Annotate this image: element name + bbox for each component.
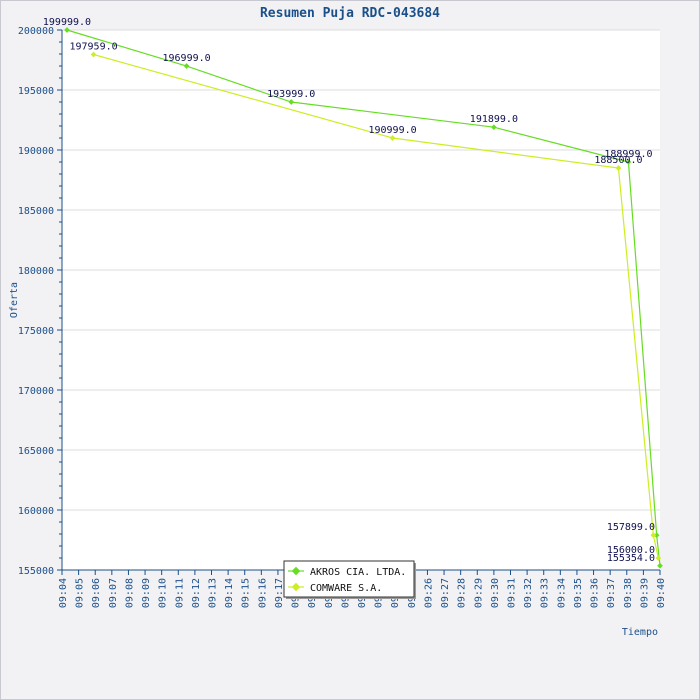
x-tick-label: 09:14 (224, 578, 235, 608)
x-tick-label: 09:06 (91, 578, 102, 608)
y-tick-label: 155000 (18, 566, 54, 577)
x-axis-label: Tiempo (622, 627, 658, 638)
data-label: 188500.0 (594, 155, 642, 166)
data-label: 199999.0 (43, 17, 91, 28)
data-label: 193999.0 (267, 89, 315, 100)
x-tick-label: 09:39 (639, 578, 650, 608)
x-tick-label: 09:05 (75, 578, 86, 608)
y-tick-label: 200000 (18, 26, 54, 37)
y-tick-label: 190000 (18, 146, 54, 157)
x-tick-label: 09:15 (241, 578, 252, 608)
data-label: 197959.0 (69, 41, 117, 52)
x-tick-label: 09:04 (58, 578, 69, 608)
y-tick-label: 180000 (18, 266, 54, 277)
legend: AKROS CIA. LTDA. COMWARE S.A. (283, 560, 416, 599)
data-point (183, 63, 190, 69)
data-label: 196999.0 (162, 53, 210, 64)
y-tick-label: 175000 (18, 326, 54, 337)
x-tick-label: 09:11 (174, 578, 185, 608)
x-tick-label: 09:12 (191, 578, 202, 608)
data-point (389, 135, 396, 141)
x-tick-label: 09:28 (457, 578, 468, 608)
data-label: 156000.0 (607, 545, 655, 556)
y-tick-label: 165000 (18, 446, 54, 457)
data-point (64, 27, 70, 33)
y-tick-label: 160000 (18, 506, 54, 517)
x-tick-label: 09:16 (257, 578, 268, 608)
x-tick-label: 09:34 (556, 578, 567, 608)
x-tick-label: 09:31 (507, 578, 518, 608)
legend-swatch-marker (291, 566, 301, 576)
x-tick-label: 09:32 (523, 578, 534, 608)
x-tick-label: 09:07 (108, 578, 119, 608)
data-label: 191899.0 (470, 114, 518, 125)
data-point (491, 124, 497, 131)
legend-entry: AKROS CIA. LTDA. (310, 567, 406, 578)
x-tick-label: 09:33 (540, 578, 551, 608)
x-tick-label: 09:36 (590, 578, 601, 608)
data-point (653, 532, 660, 539)
x-tick-label: 09:37 (606, 578, 617, 608)
x-tick-label: 09:27 (440, 578, 451, 608)
x-tick-label: 09:08 (124, 578, 135, 608)
x-tick-label: 09:09 (141, 578, 152, 608)
x-tick-label: 09:30 (490, 578, 501, 608)
data-label: 155354.0 (607, 553, 655, 564)
plot-area (62, 30, 660, 570)
data-label: 157899.0 (607, 522, 655, 533)
chart-title: Resumen Puja RDC-043684 (260, 6, 440, 21)
data-point (650, 532, 657, 539)
x-tick-label: 09:26 (423, 578, 434, 608)
data-point (615, 165, 622, 171)
y-tick-label: 185000 (18, 206, 54, 217)
data-point (625, 159, 632, 165)
y-axis-label: Oferta (9, 282, 20, 318)
legend-entry: COMWARE S.A. (310, 583, 382, 594)
legend-box (283, 560, 415, 598)
data-point (657, 562, 663, 569)
x-tick-label: 09:38 (623, 578, 634, 608)
x-tick-label: 09:35 (573, 578, 584, 608)
legend-swatch-marker (291, 582, 301, 592)
y-tick-label: 195000 (18, 86, 54, 97)
x-tick-label: 09:40 (656, 578, 667, 608)
data-label: 188999.0 (604, 149, 652, 160)
x-tick-label: 09:17 (274, 578, 285, 608)
y-tick-label: 170000 (18, 386, 54, 397)
x-tick-label: 09:13 (208, 578, 219, 608)
data-point (288, 99, 295, 105)
data-label: 190999.0 (368, 125, 416, 136)
data-point (655, 555, 662, 561)
x-tick-label: 09:10 (158, 578, 169, 608)
x-tick-label: 09:29 (473, 578, 484, 608)
